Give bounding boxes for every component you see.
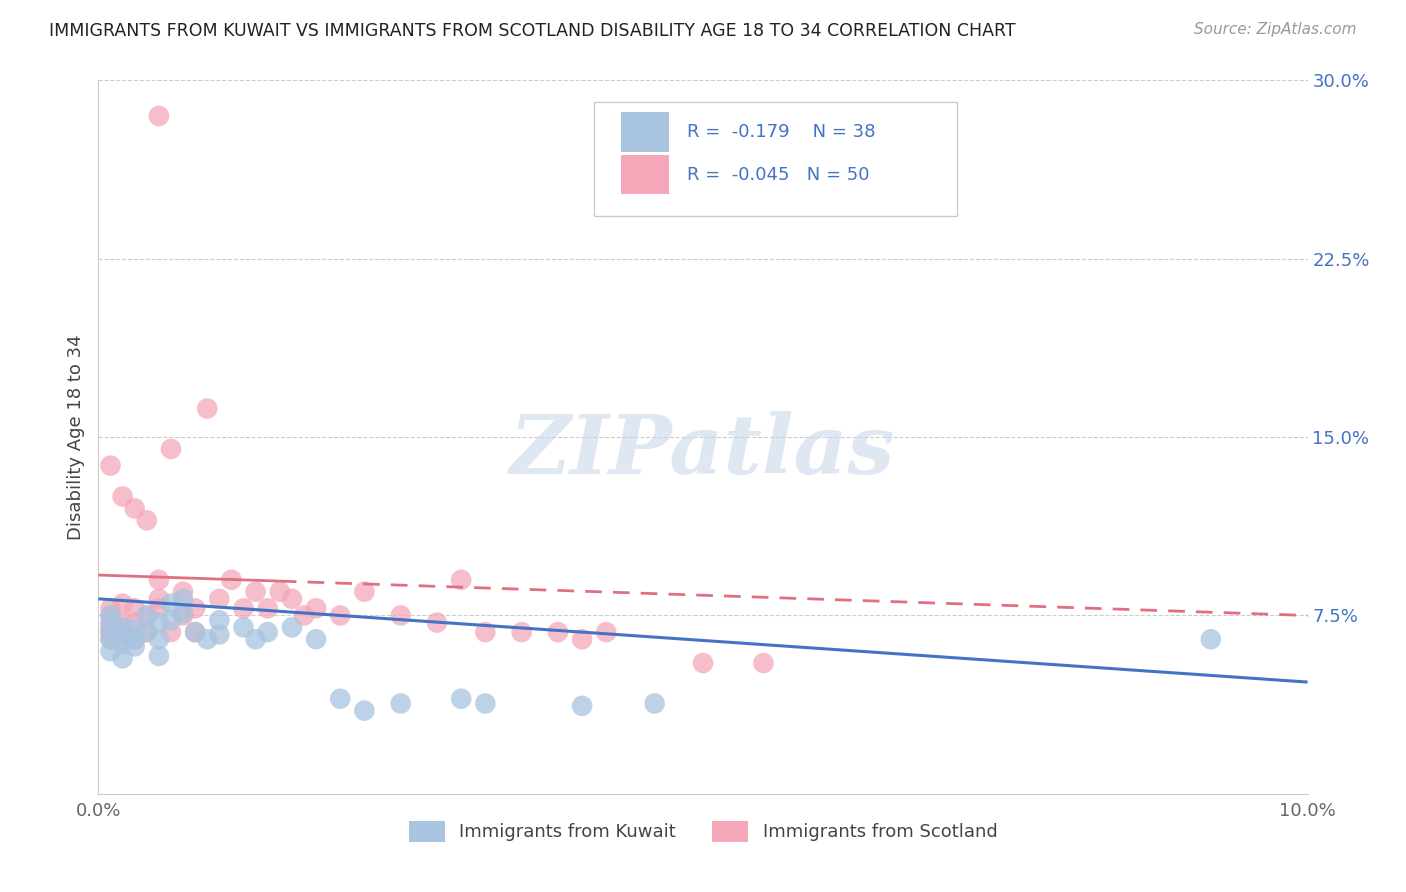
Point: [184, 625, 207, 640]
Point: [510, 625, 533, 640]
Point: [100, 644, 122, 658]
Point: [281, 591, 304, 606]
Point: [195, 632, 218, 647]
Point: [100, 632, 122, 647]
Point: [111, 615, 134, 630]
Point: [595, 625, 617, 640]
Point: [111, 620, 134, 634]
Point: [305, 601, 328, 615]
Point: [256, 625, 278, 640]
Point: [148, 632, 170, 647]
Point: [111, 627, 134, 641]
Y-axis label: Disability Age 18 to 34: Disability Age 18 to 34: [66, 334, 84, 540]
Point: [353, 704, 375, 718]
Point: [124, 623, 146, 637]
Point: [245, 632, 267, 647]
Point: [100, 608, 122, 623]
Point: [256, 601, 278, 615]
Text: R =  -0.179    N = 38: R = -0.179 N = 38: [688, 123, 876, 141]
Point: [232, 601, 254, 615]
Bar: [621, 112, 669, 152]
Point: [148, 601, 170, 615]
Text: Source: ZipAtlas.com: Source: ZipAtlas.com: [1194, 22, 1357, 37]
Point: [135, 608, 157, 623]
Point: [245, 584, 267, 599]
Point: [644, 697, 666, 711]
Point: [135, 608, 157, 623]
FancyBboxPatch shape: [595, 102, 957, 216]
Point: [100, 601, 122, 615]
Point: [100, 625, 122, 640]
Point: [329, 608, 352, 623]
Point: [752, 656, 775, 670]
Point: [124, 615, 146, 630]
Point: [124, 632, 146, 647]
Point: [474, 697, 496, 711]
Point: [100, 625, 122, 640]
Point: [172, 606, 194, 620]
Point: [172, 591, 194, 606]
Point: [450, 691, 472, 706]
Point: [135, 625, 157, 640]
Point: [148, 109, 170, 123]
Point: [111, 632, 134, 647]
Point: [148, 591, 170, 606]
Point: [184, 601, 207, 615]
Point: [100, 615, 122, 630]
Bar: [621, 155, 669, 194]
Point: [111, 625, 134, 640]
Legend: Immigrants from Kuwait, Immigrants from Scotland: Immigrants from Kuwait, Immigrants from …: [402, 814, 1004, 849]
Point: [111, 597, 134, 611]
Point: [389, 697, 412, 711]
Point: [184, 625, 207, 640]
Point: [148, 648, 170, 663]
Point: [100, 458, 122, 473]
Point: [135, 625, 157, 640]
Point: [426, 615, 449, 630]
Point: [571, 632, 593, 647]
Point: [474, 625, 496, 640]
Point: [1199, 632, 1222, 647]
Text: R =  -0.045   N = 50: R = -0.045 N = 50: [688, 166, 870, 184]
Text: IMMIGRANTS FROM KUWAIT VS IMMIGRANTS FROM SCOTLAND DISABILITY AGE 18 TO 34 CORRE: IMMIGRANTS FROM KUWAIT VS IMMIGRANTS FRO…: [49, 22, 1015, 40]
Point: [389, 608, 412, 623]
Point: [135, 513, 157, 527]
Point: [111, 637, 134, 651]
Point: [100, 608, 122, 623]
Point: [292, 608, 315, 623]
Point: [305, 632, 328, 647]
Point: [281, 620, 304, 634]
Point: [124, 632, 146, 647]
Point: [111, 490, 134, 504]
Point: [148, 615, 170, 630]
Text: ZIPatlas: ZIPatlas: [510, 411, 896, 491]
Point: [269, 584, 291, 599]
Point: [353, 584, 375, 599]
Point: [208, 613, 231, 627]
Point: [208, 591, 231, 606]
Point: [124, 640, 146, 654]
Point: [172, 584, 194, 599]
Point: [148, 573, 170, 587]
Point: [172, 608, 194, 623]
Point: [124, 601, 146, 615]
Point: [692, 656, 714, 670]
Point: [547, 625, 569, 640]
Point: [160, 597, 183, 611]
Point: [124, 501, 146, 516]
Point: [329, 691, 352, 706]
Point: [571, 698, 593, 713]
Point: [160, 613, 183, 627]
Point: [450, 573, 472, 587]
Point: [100, 620, 122, 634]
Point: [111, 651, 134, 665]
Point: [232, 620, 254, 634]
Point: [160, 442, 183, 456]
Point: [195, 401, 218, 416]
Point: [221, 573, 243, 587]
Point: [208, 627, 231, 641]
Point: [160, 625, 183, 640]
Point: [100, 632, 122, 647]
